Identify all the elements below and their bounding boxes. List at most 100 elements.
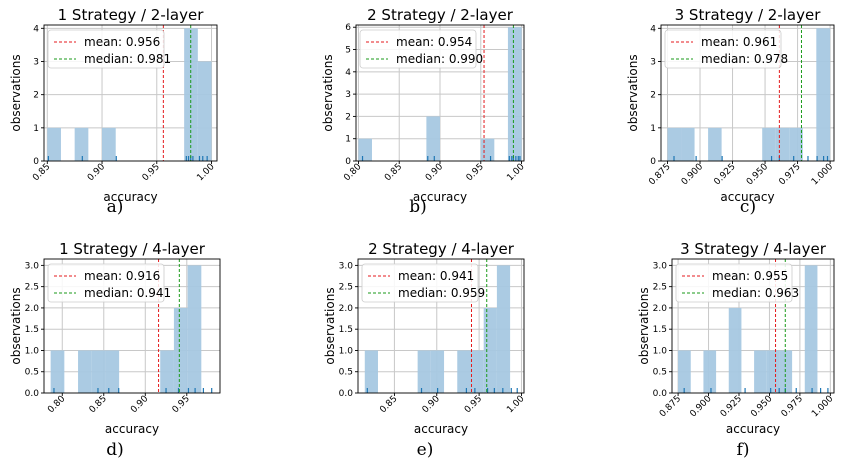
x-tick-label: 1.000: [810, 394, 835, 419]
legend-median-label: median: 0.990: [396, 52, 483, 66]
panel-caption: f): [737, 440, 750, 460]
chart-title: 1 Strategy / 2-layer: [58, 6, 205, 24]
axes-frame: [357, 258, 525, 394]
histogram-bar: [804, 265, 818, 393]
x-axis-label: accuracy: [414, 422, 468, 436]
y-tick-label: 2.0: [25, 304, 40, 314]
y-tick-label: 0: [345, 157, 351, 167]
axes-frame: [671, 258, 835, 394]
legend-box: [47, 29, 165, 69]
legend-box: [664, 29, 782, 69]
x-tick-label: 0.90: [129, 394, 150, 415]
y-tick-label: 4: [650, 24, 656, 34]
x-tick-label: 0.975: [777, 162, 802, 187]
histogram-bar: [457, 350, 471, 393]
histogram-bar: [187, 265, 202, 393]
histogram-bar: [496, 265, 511, 393]
y-tick-label: 1.5: [653, 325, 667, 335]
legend-median-label: median: 0.941: [84, 286, 171, 300]
y-tick-label: 1.5: [339, 325, 353, 335]
histogram-bar: [789, 127, 803, 161]
x-tick-label: 0.95: [171, 394, 192, 415]
panel-caption: c): [740, 197, 756, 217]
chart-title: 2 Strategy / 4-layer: [368, 240, 515, 258]
panel-caption: a): [107, 197, 124, 217]
x-tick-label: 0.90: [86, 162, 107, 183]
y-tick-label: 0.5: [25, 368, 39, 378]
y-tick-label: 1.5: [25, 325, 39, 335]
y-axis-label: observations: [323, 287, 337, 364]
axes-frame: [43, 24, 218, 162]
y-tick-label: 6: [345, 23, 351, 33]
histogram-bar: [426, 116, 440, 161]
legend-median-label: median: 0.981: [84, 52, 171, 66]
histogram-bar: [184, 28, 198, 161]
x-tick-label: 1.00: [505, 162, 526, 183]
chart-panel: 0.00.51.01.52.02.53.00.875 0.900 0.925 0.95…: [637, 240, 836, 460]
histogram-bar: [681, 127, 695, 161]
y-tick-label: 1.0: [653, 346, 668, 356]
histogram-bar: [105, 350, 120, 393]
chart-title: 3 Strategy / 2-layer: [675, 6, 822, 24]
y-tick-label: 0: [33, 157, 39, 167]
x-tick-label: 0.925: [712, 162, 737, 187]
legend-mean-label: mean: 0.941: [398, 269, 474, 283]
axes-frame: [660, 24, 835, 162]
histogram-bar: [102, 127, 116, 161]
histogram-bar: [667, 127, 682, 161]
panel-caption: b): [409, 197, 427, 217]
chart-panel: 0.0 0.5 1.0 1.5 2.0 2.5 3.0 0.85 0.90 0.95 1.00 2 S…: [323, 240, 527, 460]
y-axis-label: observations: [321, 54, 335, 131]
x-tick-label: 0.900: [688, 394, 713, 419]
y-axis-label: observations: [9, 54, 23, 131]
histogram-bar: [78, 350, 92, 393]
histogram-bar: [766, 350, 780, 393]
x-tick-label: 1.000: [810, 162, 835, 187]
y-tick-label: 3: [345, 90, 351, 100]
x-tick-label: 0.85: [378, 394, 399, 415]
y-axis-label: observations: [637, 287, 651, 364]
chart-title: 3 Strategy / 4-layer: [680, 240, 827, 258]
y-tick-label: 2.5: [653, 283, 667, 293]
y-tick-label: 3: [33, 57, 39, 67]
histogram-bar: [708, 127, 722, 161]
y-tick-label: 5: [345, 46, 351, 56]
histogram-bar: [483, 307, 497, 393]
legend-mean-label: mean: 0.954: [396, 35, 472, 49]
x-tick-label: 0.95: [465, 162, 486, 183]
y-tick-label: 0.0: [339, 389, 354, 399]
x-tick-label: 0.95: [463, 394, 484, 415]
y-tick-label: 3.0: [25, 261, 40, 271]
histogram-bar: [816, 28, 831, 161]
legend-mean-label: mean: 0.955: [712, 269, 788, 283]
histogram-bar: [50, 350, 65, 393]
y-tick-label: 2: [33, 91, 39, 101]
x-axis-label: accuracy: [413, 190, 467, 204]
y-tick-label: 4: [345, 68, 351, 78]
panel-caption: e): [417, 440, 434, 460]
histogram-bar: [703, 350, 717, 393]
y-tick-label: 2: [650, 91, 656, 101]
histogram-bar: [507, 27, 522, 161]
x-tick-label: 1.00: [505, 394, 526, 415]
chart-title: 1 Strategy / 4-layer: [59, 240, 206, 258]
y-tick-label: 0.0: [25, 389, 40, 399]
histogram-bar: [364, 350, 378, 393]
x-tick-label: 1.00: [195, 162, 216, 183]
x-tick-label: 0.950: [749, 394, 774, 419]
y-tick-label: 3.0: [653, 261, 668, 271]
legend-box: [675, 263, 793, 303]
histogram-bar: [678, 350, 691, 393]
histogram-bar: [754, 350, 767, 393]
x-axis-label: accuracy: [726, 422, 780, 436]
chart-title: 2 Strategy / 2-layer: [367, 6, 514, 24]
y-tick-label: 0.5: [653, 368, 667, 378]
histogram-bar: [480, 138, 495, 161]
histogram-bar: [47, 127, 61, 161]
y-tick-label: 2.5: [25, 283, 39, 293]
legend-box: [359, 29, 477, 69]
y-tick-label: 3.0: [339, 261, 354, 271]
